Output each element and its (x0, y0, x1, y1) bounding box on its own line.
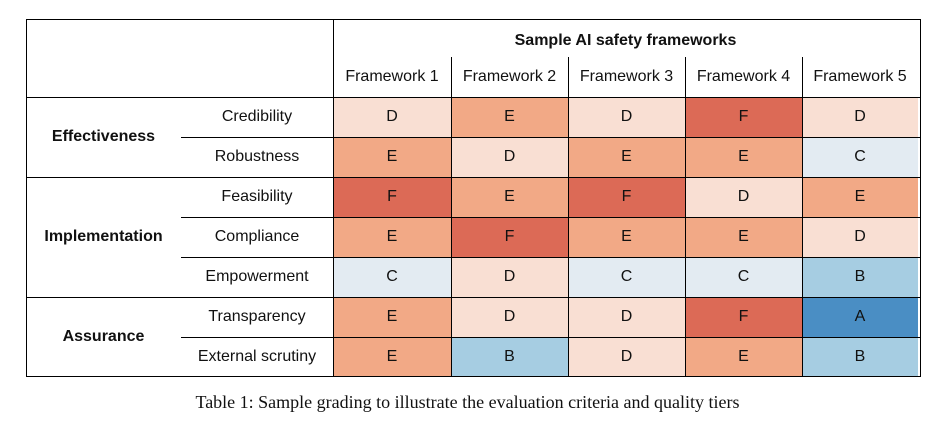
grade-cell: E (333, 137, 451, 177)
group-divider (26, 177, 921, 178)
criterion-feasibility: Feasibility (221, 188, 293, 205)
grade-cell: E (333, 217, 451, 257)
grade-cell: B (802, 337, 918, 377)
grade-cell: C (685, 257, 802, 297)
grade-cell: E (333, 297, 451, 337)
grade-cell: E (685, 137, 802, 177)
criteria-divider (333, 19, 334, 377)
row-divider (181, 257, 921, 258)
grade-cell: E (568, 137, 685, 177)
grade-cell: D (685, 177, 802, 217)
grade-cell: D (802, 217, 918, 257)
grade-cell: D (568, 337, 685, 377)
framework-divider (802, 57, 803, 377)
dimension-assurance: Assurance (62, 328, 145, 345)
table-top-border (26, 19, 921, 20)
grade-cell: F (568, 177, 685, 217)
table-right-border (920, 19, 921, 377)
grade-cell: E (802, 177, 918, 217)
criterion-external-scrutiny: External scrutiny (197, 348, 317, 365)
framework-header-1: Framework 1 (345, 68, 439, 85)
criterion-compliance: Compliance (214, 228, 300, 245)
grade-cell: D (568, 297, 685, 337)
table-left-border (26, 19, 27, 377)
dimension-implementation: Implementation (44, 228, 163, 245)
framework-header-4: Framework 4 (696, 68, 791, 85)
grade-cell: E (333, 337, 451, 377)
grade-cell: D (451, 257, 568, 297)
grade-cell: E (568, 217, 685, 257)
grade-cell: F (451, 217, 568, 257)
grade-cell: E (451, 177, 568, 217)
table-title: Sample AI safety frameworks (514, 32, 737, 49)
grade-cell: F (685, 297, 802, 337)
grade-cell: D (333, 97, 451, 137)
criterion-empowerment: Empowerment (205, 268, 309, 285)
table-caption: Table 1: Sample grading to illustrate th… (195, 392, 740, 412)
framework-header-5: Framework 5 (813, 68, 907, 85)
framework-divider (451, 57, 452, 377)
grade-cell: A (802, 297, 918, 337)
framework-divider (685, 57, 686, 377)
grade-cell: F (685, 97, 802, 137)
grade-cell: B (802, 257, 918, 297)
grade-cell: E (685, 217, 802, 257)
criterion-transparency: Transparency (208, 308, 306, 325)
grade-cell: C (333, 257, 451, 297)
row-divider (181, 137, 921, 138)
criterion-credibility: Credibility (221, 108, 293, 125)
dimension-effectiveness: Effectiveness (51, 128, 156, 145)
grade-cell: B (451, 337, 568, 377)
header-divider (26, 97, 921, 98)
grading-table: Sample AI safety frameworks Framework 1 F… (26, 19, 921, 377)
framework-header-3: Framework 3 (579, 68, 674, 85)
grade-cell: C (568, 257, 685, 297)
grade-cell: D (568, 97, 685, 137)
table-bottom-border (26, 376, 921, 377)
grade-cell: D (451, 137, 568, 177)
row-divider (181, 337, 921, 338)
framework-header-2: Framework 2 (462, 68, 557, 85)
group-divider (26, 297, 921, 298)
row-divider (181, 217, 921, 218)
framework-divider (568, 57, 569, 377)
grade-cell: E (451, 97, 568, 137)
grade-cell: D (802, 97, 918, 137)
criterion-robustness: Robustness (214, 148, 300, 165)
grade-cell: E (685, 337, 802, 377)
grade-cell: F (333, 177, 451, 217)
grade-cell: D (451, 297, 568, 337)
grade-cell: C (802, 137, 918, 177)
